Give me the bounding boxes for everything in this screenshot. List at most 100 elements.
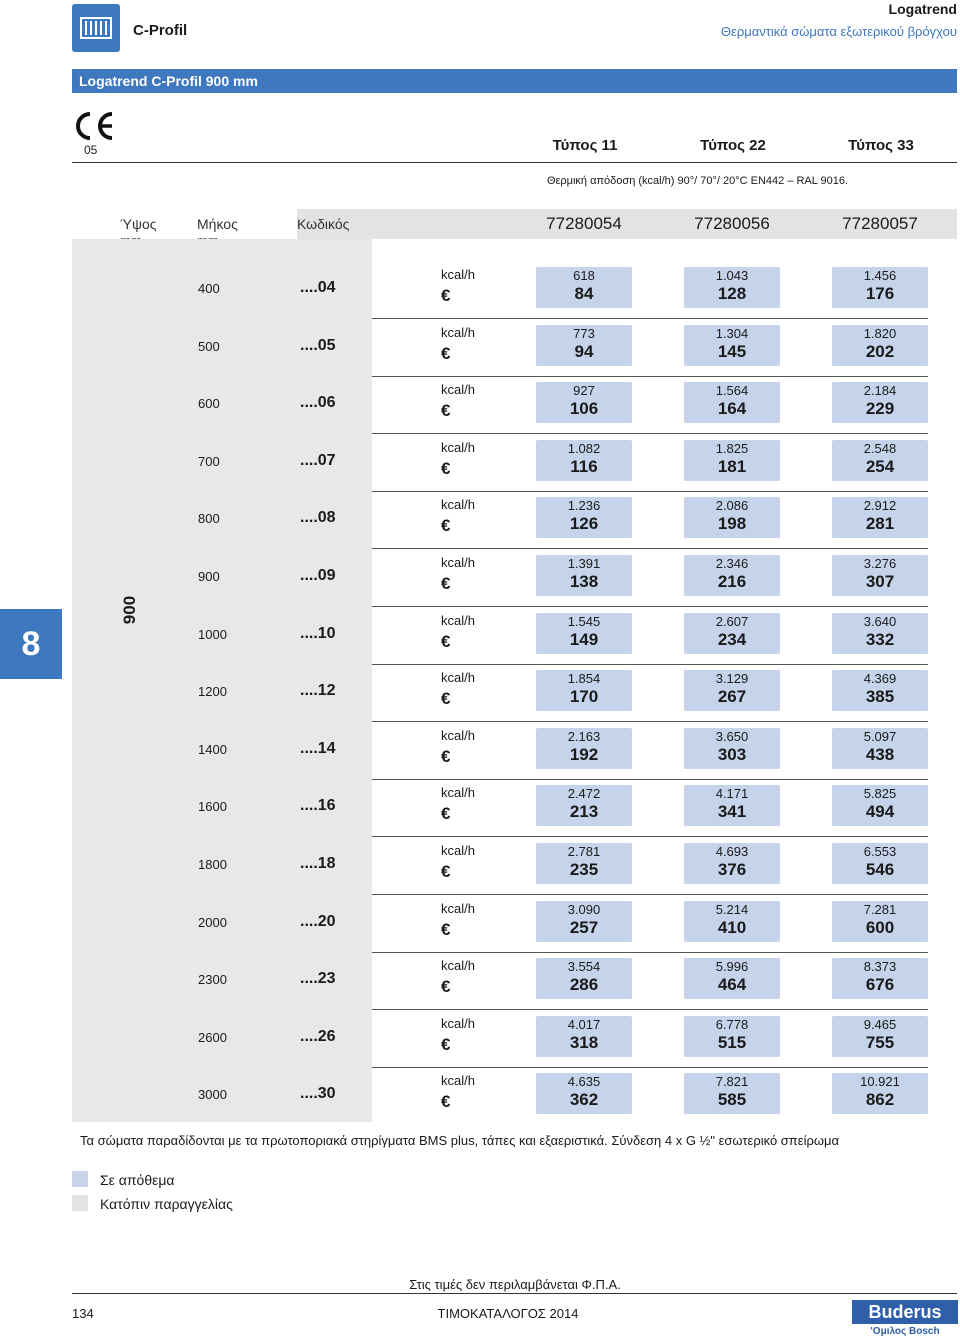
price: 128 xyxy=(717,284,747,303)
value-cell: 3.129 267 xyxy=(684,670,780,712)
price: 126 xyxy=(569,514,599,534)
row-code-suffix: ....16 xyxy=(300,797,336,815)
unit-kcal: kcal/h xyxy=(441,900,475,916)
heat-output: 1.082 xyxy=(567,440,601,456)
row-divider xyxy=(372,490,928,492)
price: 332 xyxy=(865,629,895,649)
row-code-suffix: ....20 xyxy=(300,912,336,930)
value-cell: 4.017 318 xyxy=(536,1015,632,1057)
value-cell: 2.472 213 xyxy=(536,785,632,827)
value-cell: 2.346 216 xyxy=(684,555,780,596)
row-length: 800 xyxy=(198,511,220,527)
price: 600 xyxy=(865,917,895,937)
value-cell: 5.097 438 xyxy=(832,727,928,769)
table-row: 600 ....06 kcal/h €927 106 1.564 164 2.184 229 xyxy=(0,382,960,435)
heat-output: 3.554 xyxy=(567,959,601,975)
price: 303 xyxy=(717,744,747,764)
heat-output: 2.184 xyxy=(863,383,897,399)
heat-output: 618 xyxy=(573,268,595,283)
price: 234 xyxy=(717,629,747,649)
heat-output: 1.043 xyxy=(715,268,749,283)
price: 257 xyxy=(569,917,599,937)
value-cell: 4.693 376 xyxy=(684,843,780,884)
table-row: 2600 ....26 kcal/h €4.017 318 6.778 515 9.465 75… xyxy=(0,1015,960,1068)
legend-stock-swatch xyxy=(72,1171,88,1187)
unit-kcal: kcal/h xyxy=(441,497,475,513)
unit-kcal: kcal/h xyxy=(441,267,475,282)
price: 341 xyxy=(717,802,747,822)
heat-output: 7.281 xyxy=(863,901,897,917)
unit-kcal: kcal/h xyxy=(441,958,475,974)
price: 94 xyxy=(574,341,594,361)
value-cell: 1.082 116 xyxy=(536,439,632,481)
unit-euro: € xyxy=(441,516,451,536)
value-cell: 1.456 176 xyxy=(832,267,928,308)
price: 862 xyxy=(865,1090,895,1110)
table-row: 400 ....04 kcal/h €618 84 1.043 128 1.456 176 xyxy=(0,267,960,319)
value-cell: 6.553 546 xyxy=(832,843,928,884)
row-code-suffix: ....08 xyxy=(300,509,336,527)
heat-output: 4.693 xyxy=(715,844,749,859)
legend-stock-label: Σε απόθεμα xyxy=(100,1172,175,1188)
heat-output: 1.820 xyxy=(863,325,897,341)
height-header: Ύψος xyxy=(120,216,157,232)
heat-output: 2.607 xyxy=(715,613,749,629)
type-22-header: Τύπος 22 xyxy=(700,137,766,154)
value-cell: 1.825 181 xyxy=(684,439,780,481)
value-cell: 5.214 410 xyxy=(684,900,780,942)
legend-order-swatch xyxy=(72,1195,88,1211)
heat-output: 1.825 xyxy=(715,440,749,456)
table-row: 800 ....08 kcal/h €1.236 126 2.086 198 2.912 281 xyxy=(0,497,960,550)
price: 362 xyxy=(569,1090,599,1110)
price: 267 xyxy=(717,687,747,707)
code-header: Κωδικός xyxy=(297,216,350,232)
row-divider xyxy=(372,1009,928,1011)
unit-kcal: kcal/h xyxy=(441,1073,475,1089)
row-code-suffix: ....30 xyxy=(300,1085,336,1103)
heat-output: 1.564 xyxy=(715,383,749,399)
value-cell: 10.921 862 xyxy=(832,1073,928,1115)
row-divider xyxy=(372,375,928,377)
brand-subtitle: Θερμαντικά σώματα εξωτερικού βρόγχου xyxy=(720,24,957,39)
heat-output: 2.912 xyxy=(863,498,897,514)
value-cell: 4.635 362 xyxy=(536,1073,632,1115)
price: 438 xyxy=(865,744,895,764)
price: 376 xyxy=(717,860,747,879)
heat-output: 9.465 xyxy=(863,1016,897,1032)
unit-kcal: kcal/h xyxy=(441,555,475,570)
heat-output: 773 xyxy=(573,325,595,341)
value-cell: 1.391 138 xyxy=(536,555,632,596)
price: 464 xyxy=(717,975,747,995)
code-type-11: 77280054 xyxy=(546,214,622,233)
unit-euro: € xyxy=(441,401,451,421)
price: 198 xyxy=(717,514,747,534)
row-length: 2600 xyxy=(198,1029,227,1045)
heat-output: 5.825 xyxy=(863,786,897,802)
price: 192 xyxy=(569,744,599,764)
price: 213 xyxy=(569,802,599,822)
value-cell: 2.781 235 xyxy=(536,843,632,884)
length-header: Μήκος xyxy=(197,216,238,232)
price: 229 xyxy=(865,399,895,419)
value-cell: 5.996 464 xyxy=(684,958,780,1000)
value-cell: 6.778 515 xyxy=(684,1015,780,1057)
row-length: 2000 xyxy=(198,914,227,930)
value-cell: 927 106 xyxy=(536,382,632,424)
price: 84 xyxy=(574,284,594,303)
unit-euro: € xyxy=(441,804,451,824)
vat-note: Στις τιμές δεν περιλαμβάνεται Φ.Π.Α. xyxy=(409,1277,621,1292)
price: 145 xyxy=(717,341,747,361)
table-row: 1400 ....14 kcal/h €2.163 192 3.650 303 5.097 43… xyxy=(0,727,960,780)
legend-order-label: Κατόπιν παραγγελίας xyxy=(100,1196,233,1212)
table-row: 1200 ....12 kcal/h €1.854 170 3.129 267 4.369 38… xyxy=(0,670,960,723)
price: 286 xyxy=(569,975,599,995)
value-cell: 2.548 254 xyxy=(832,439,928,481)
row-divider xyxy=(372,721,928,723)
value-cell: 5.825 494 xyxy=(832,785,928,827)
price: 515 xyxy=(717,1032,747,1052)
heat-output: 4.171 xyxy=(715,786,749,802)
value-cell: 1.854 170 xyxy=(536,670,632,712)
value-cell: 3.276 307 xyxy=(832,555,928,596)
unit-kcal: kcal/h xyxy=(441,382,475,398)
heat-output: 1.854 xyxy=(567,671,601,687)
